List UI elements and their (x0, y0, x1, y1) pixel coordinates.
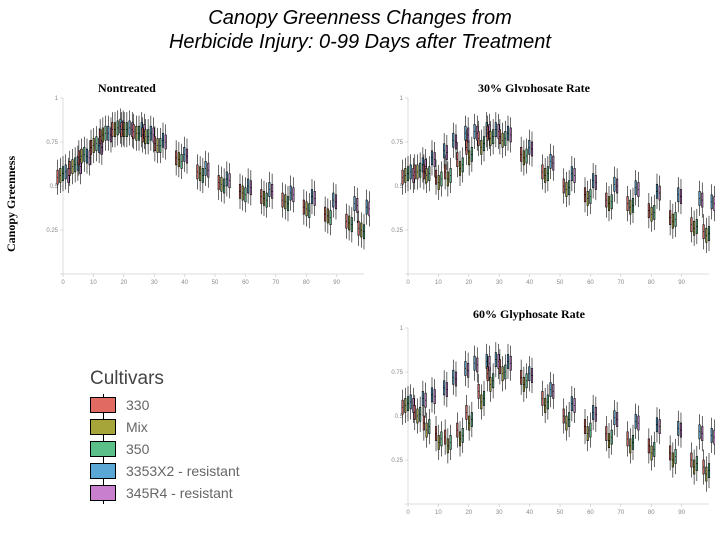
svg-text:50: 50 (557, 510, 564, 516)
legend-label: 345R4 - resistant (126, 485, 233, 501)
legend-item: 345R4 - resistant (90, 482, 270, 504)
legend-item: 350 (90, 438, 270, 460)
svg-text:20: 20 (465, 510, 472, 516)
panel-nontreated: 01020304050607080900.250.50.751 (35, 92, 370, 292)
svg-text:0.25: 0.25 (391, 458, 403, 464)
svg-text:0.25: 0.25 (46, 228, 58, 234)
boxplot-chart: 01020304050607080900.250.50.751 (35, 92, 370, 292)
svg-text:30: 30 (151, 280, 158, 286)
svg-text:0: 0 (406, 510, 410, 516)
svg-text:50: 50 (557, 280, 564, 286)
svg-text:0.25: 0.25 (391, 228, 403, 234)
legend-item: 3353X2 - resistant (90, 460, 270, 482)
legend-label: Mix (126, 419, 148, 435)
legend-item: 330 (90, 394, 270, 416)
svg-text:70: 70 (617, 510, 624, 516)
panel-label-rate60: 60% Glyphosate Rate (470, 306, 588, 323)
svg-text:60: 60 (242, 280, 249, 286)
svg-text:1: 1 (400, 326, 404, 332)
svg-text:30: 30 (496, 510, 503, 516)
svg-text:70: 70 (272, 280, 279, 286)
svg-text:60: 60 (587, 280, 594, 286)
svg-text:40: 40 (181, 280, 188, 286)
svg-text:30: 30 (496, 280, 503, 286)
title-line-1: Canopy Greenness Changes from (208, 7, 512, 29)
svg-text:40: 40 (526, 280, 533, 286)
legend-item: Mix (90, 416, 270, 438)
svg-text:70: 70 (617, 280, 624, 286)
svg-text:0: 0 (406, 280, 410, 286)
svg-text:80: 80 (648, 510, 655, 516)
svg-text:10: 10 (435, 510, 442, 516)
cultivar-legend: Cultivars 330 Mix 350 3353X2 - resistant 345… (90, 368, 270, 504)
legend-title: Cultivars (90, 368, 270, 390)
page-title: Canopy Greenness Changes from Herbicide … (0, 6, 720, 54)
svg-text:20: 20 (120, 280, 127, 286)
panel-rate30: 01020304050607080900.250.50.751 (380, 92, 715, 292)
legend-swatch (90, 463, 116, 479)
title-line-2: Herbicide Injury: 0-99 Days after Treatm… (169, 31, 551, 53)
svg-text:60: 60 (587, 510, 594, 516)
legend-swatch (90, 419, 116, 435)
svg-text:80: 80 (648, 280, 655, 286)
legend-label: 330 (126, 397, 149, 413)
legend-swatch (90, 397, 116, 413)
svg-text:50: 50 (212, 280, 219, 286)
boxplot-chart: 01020304050607080900.250.50.751 (380, 322, 715, 522)
svg-text:0: 0 (61, 280, 65, 286)
panel-rate60: 01020304050607080900.250.50.751 (380, 322, 715, 522)
svg-text:90: 90 (678, 510, 685, 516)
svg-text:0.75: 0.75 (46, 140, 58, 146)
svg-text:0.75: 0.75 (391, 140, 403, 146)
svg-text:80: 80 (303, 280, 310, 286)
y-axis-label: Canopy Greenness (4, 156, 19, 252)
svg-text:20: 20 (465, 280, 472, 286)
legend-swatch (90, 441, 116, 457)
svg-text:10: 10 (90, 280, 97, 286)
svg-text:10: 10 (435, 280, 442, 286)
svg-text:1: 1 (55, 96, 59, 102)
boxplot-chart: 01020304050607080900.250.50.751 (380, 92, 715, 292)
legend-label: 350 (126, 441, 149, 457)
svg-text:1: 1 (400, 96, 404, 102)
legend-label: 3353X2 - resistant (126, 463, 240, 479)
svg-text:40: 40 (526, 510, 533, 516)
svg-text:90: 90 (678, 280, 685, 286)
svg-text:0.75: 0.75 (391, 370, 403, 376)
page-root: Canopy Greenness Changes from Herbicide … (0, 0, 720, 540)
legend-swatch (90, 485, 116, 501)
legend-rows: 330 Mix 350 3353X2 - resistant 345R4 - resis… (90, 394, 270, 504)
svg-text:90: 90 (333, 280, 340, 286)
